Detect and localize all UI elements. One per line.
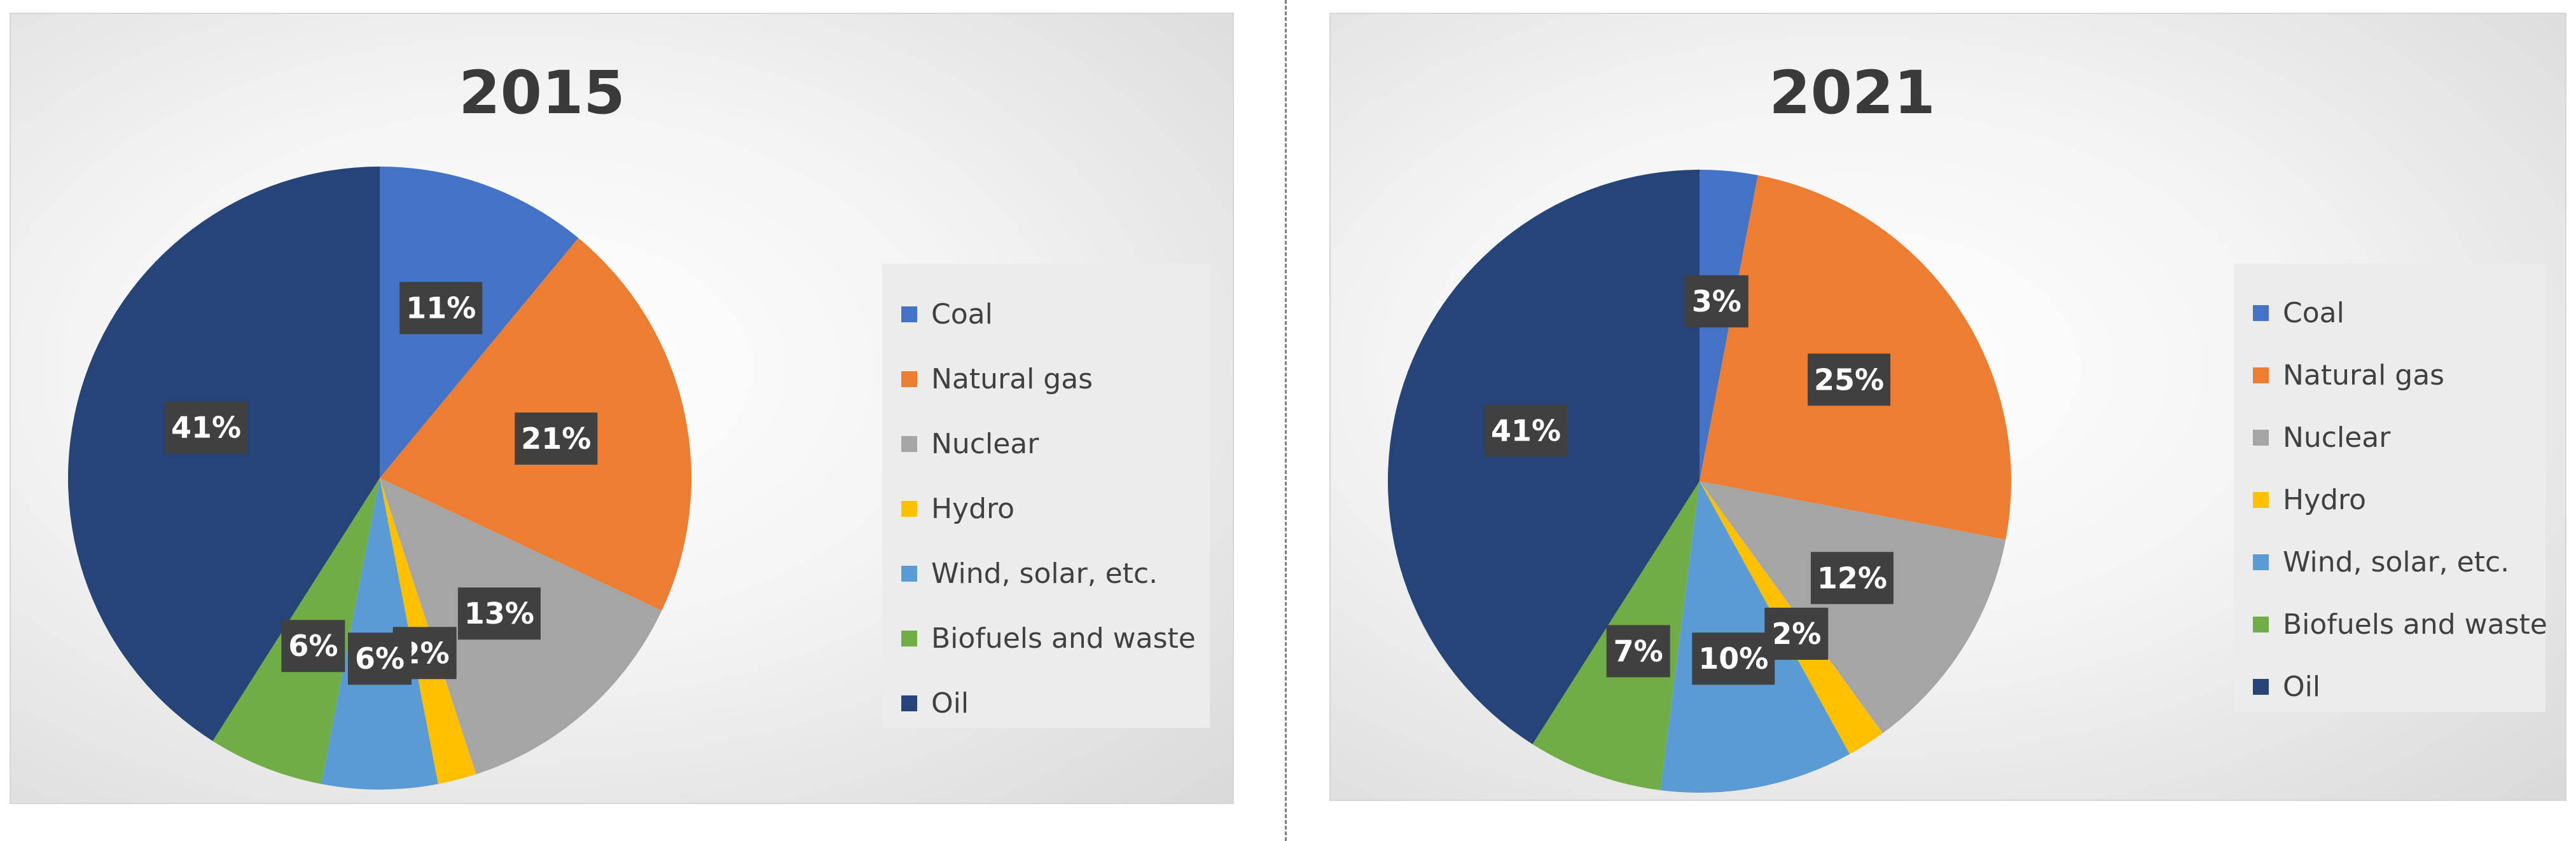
data-label-box — [1485, 404, 1568, 457]
legend-label: Biofuels and waste — [2283, 608, 2547, 641]
data-label-text: 13% — [464, 596, 534, 631]
legend-swatch — [2253, 554, 2269, 570]
legend-item-coal: Coal — [2253, 282, 2545, 344]
legend: Coal Natural gas Nuclear Hydro Wind, sol… — [2234, 264, 2547, 712]
data-label-box — [1606, 625, 1670, 678]
legend-item-hydro: Hydro — [2253, 468, 2545, 531]
data-label-text: 41% — [1491, 414, 1561, 448]
data-label-box — [457, 587, 541, 640]
legend-item-natural-gas: Natural gas — [901, 346, 1210, 411]
legend-label: Wind, solar, etc. — [2283, 545, 2510, 578]
data-label-box — [348, 632, 412, 685]
data-label-box — [165, 401, 248, 454]
data-label-text: 11% — [406, 291, 476, 325]
legend-swatch — [901, 306, 917, 322]
legend-swatch — [901, 565, 917, 582]
legend-swatch — [901, 695, 917, 711]
legend-swatch — [2253, 367, 2269, 383]
data-label-box — [1808, 353, 1891, 406]
legend-item-nuclear: Nuclear — [2253, 406, 2545, 468]
data-label-box — [1810, 552, 1894, 605]
data-label-nuclear: 12% — [1810, 552, 1894, 605]
legend-swatch — [2253, 678, 2269, 695]
data-label-text: 6% — [288, 629, 338, 663]
data-label-biofuels-and-waste: 7% — [1606, 625, 1670, 678]
data-label-oil: 41% — [1485, 404, 1568, 457]
legend-label: Biofuels and waste — [931, 622, 1196, 655]
legend-swatch — [2253, 429, 2269, 446]
pie-chart-2021: 3% 25% 12% 2%10% 7% 41% — [1388, 170, 2011, 793]
data-label-coal: 3% — [1684, 275, 1748, 328]
legend-label: Natural gas — [931, 362, 1093, 395]
legend-label: Oil — [931, 687, 969, 720]
data-label-text: 12% — [1817, 561, 1887, 595]
legend-swatch — [901, 371, 917, 387]
data-label-box — [281, 620, 345, 673]
data-label-natural-gas: 21% — [515, 413, 598, 465]
legend-label: Coal — [931, 297, 993, 331]
legend-label: Oil — [2283, 670, 2321, 703]
legend-item-oil: Oil — [2253, 655, 2545, 718]
data-label-nuclear: 13% — [457, 587, 541, 640]
legend-label: Hydro — [2283, 483, 2367, 516]
legend-item-wind-solar: Wind, solar, etc. — [2253, 531, 2545, 593]
data-label-hydro: 2% — [1764, 607, 1829, 660]
legend-item-natural-gas: Natural gas — [2253, 344, 2545, 406]
data-label-box — [399, 282, 483, 334]
data-label-text: 21% — [521, 421, 591, 456]
legend-swatch — [901, 630, 917, 646]
panel-divider — [1285, 0, 1287, 841]
legend-label: Hydro — [931, 492, 1015, 525]
data-label-text: 6% — [355, 641, 405, 676]
chart-title: 2021 — [1769, 58, 1935, 128]
data-label-text: 41% — [171, 411, 241, 445]
legend-swatch — [901, 500, 917, 517]
legend-item-biofuels: Biofuels and waste — [901, 606, 1210, 671]
data-label-text: 10% — [1698, 641, 1768, 676]
data-label-natural-gas: 25% — [1808, 353, 1891, 406]
data-label-text: 2% — [1771, 617, 1821, 651]
data-label-box — [1692, 632, 1775, 685]
legend-item-nuclear: Nuclear — [901, 411, 1210, 476]
data-label-wind-solar-etc: 10% — [1692, 632, 1775, 685]
data-label-box — [1764, 607, 1829, 660]
data-label-coal: 11% — [399, 282, 483, 334]
legend-label: Natural gas — [2283, 359, 2445, 392]
legend-label: Coal — [2283, 296, 2344, 329]
legend-label: Wind, solar, etc. — [931, 557, 1158, 590]
data-label-biofuels-and-waste: 6% — [281, 620, 345, 673]
legend-item-biofuels: Biofuels and waste — [2253, 593, 2547, 655]
data-label-text: 25% — [1814, 362, 1884, 397]
legend-label: Nuclear — [2283, 421, 2391, 454]
chart-title: 2015 — [459, 58, 625, 128]
data-label-oil: 41% — [165, 401, 248, 454]
chart-panel-2021: 2021 3% 25% 12% 2% 10% 7% 41% Coal Natural gas… — [1329, 13, 2566, 801]
data-label-text: 7% — [1614, 634, 1663, 668]
legend-item-hydro: Hydro — [901, 476, 1210, 541]
legend-swatch — [2253, 491, 2269, 508]
legend-label: Nuclear — [931, 427, 1039, 460]
data-label-box — [1684, 275, 1748, 328]
legend-item-oil: Oil — [901, 671, 1210, 735]
pie-chart-2015: 11%21%13%2%6%6%41% — [68, 167, 691, 790]
legend-swatch — [2253, 616, 2269, 632]
data-label-box — [515, 413, 598, 465]
legend: Coal Natural gas Nuclear Hydro Wind, sol… — [882, 264, 1210, 728]
data-label-wind-solar-etc: 6% — [348, 632, 412, 685]
pie-slice-oil — [68, 167, 380, 741]
pie-slice-nuclear — [1700, 481, 2006, 734]
legend-item-wind-solar: Wind, solar, etc. — [901, 541, 1210, 606]
legend-item-coal: Coal — [901, 282, 1210, 346]
legend-swatch — [2253, 304, 2269, 321]
chart-panel-2015: 2015 11% 21% 13% 2% 6% 6% 41% Coal Natural gas… — [10, 13, 1234, 804]
legend-swatch — [901, 435, 917, 452]
data-label-text: 3% — [1692, 284, 1742, 318]
pie-slice-oil — [1388, 170, 1700, 744]
